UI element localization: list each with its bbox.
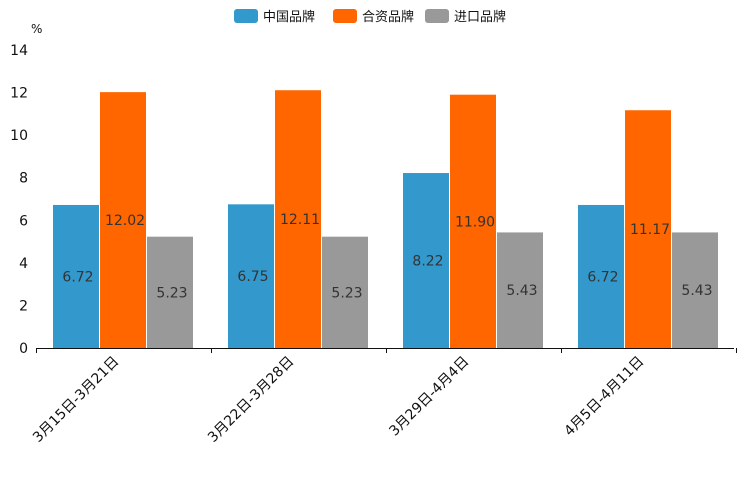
legend-label: 进口品牌: [454, 9, 506, 25]
x-axis: 3月15日-3月21日 3月22日-3月28日 3月29日-4月4日 4月5日-4月1…: [30, 348, 737, 446]
bar: [625, 110, 671, 348]
bar: [147, 236, 193, 348]
y-tick-label: 2: [19, 298, 28, 314]
bar: [672, 232, 718, 348]
bar-value-label: 6.72: [587, 269, 618, 285]
legend-label: 合资品牌: [362, 9, 414, 25]
legend-label: 中国品牌: [263, 9, 315, 25]
bar: [497, 232, 543, 348]
bar: [322, 236, 368, 348]
y-tick-label: 6: [19, 213, 28, 229]
y-tick-label: 8: [19, 171, 28, 187]
legend-swatch: [234, 9, 258, 23]
bar-value-label: 5.43: [506, 283, 537, 299]
bar: [53, 204, 99, 348]
bar-value-label: 6.75: [237, 269, 268, 285]
x-category-label: 3月29日-4月4日: [386, 354, 472, 440]
legend-swatch: [333, 9, 357, 23]
bar: [275, 90, 321, 348]
bar: [450, 94, 496, 348]
bars: 6.72 12.02 5.23 6.75 12.11 5.23 8.22 11.90 5.43 6…: [53, 90, 718, 348]
bar-value-label: 11.17: [630, 222, 670, 238]
bar-value-label: 5.23: [331, 285, 362, 301]
bar-value-label: 12.02: [105, 213, 145, 229]
y-tick-label: 4: [19, 256, 28, 272]
y-tick-label: 0: [19, 341, 28, 357]
x-category-label: 4月5日-4月11日: [561, 354, 647, 440]
y-tick-label: 14: [10, 43, 28, 59]
bar: [403, 173, 449, 348]
y-axis: 0 2 4 6 8 10 12 14: [10, 43, 28, 357]
bar-value-label: 5.43: [681, 283, 712, 299]
bar-value-label: 12.11: [280, 212, 320, 228]
bar: [100, 92, 146, 348]
legend: 中国品牌 合资品牌 进口品牌: [234, 9, 506, 25]
x-category-label: 3月22日-3月28日: [205, 354, 297, 446]
y-axis-unit-label: %: [31, 22, 42, 36]
bar-value-label: 11.90: [455, 214, 495, 230]
bar: [228, 204, 274, 348]
legend-swatch: [425, 9, 449, 23]
bar-value-label: 5.23: [156, 285, 187, 301]
bar: [578, 204, 624, 348]
bar-value-label: 6.72: [62, 269, 93, 285]
y-tick-label: 12: [10, 86, 28, 102]
y-tick-label: 10: [10, 128, 28, 144]
x-category-label: 3月15日-3月21日: [30, 354, 122, 446]
bar-value-label: 8.22: [412, 254, 443, 270]
